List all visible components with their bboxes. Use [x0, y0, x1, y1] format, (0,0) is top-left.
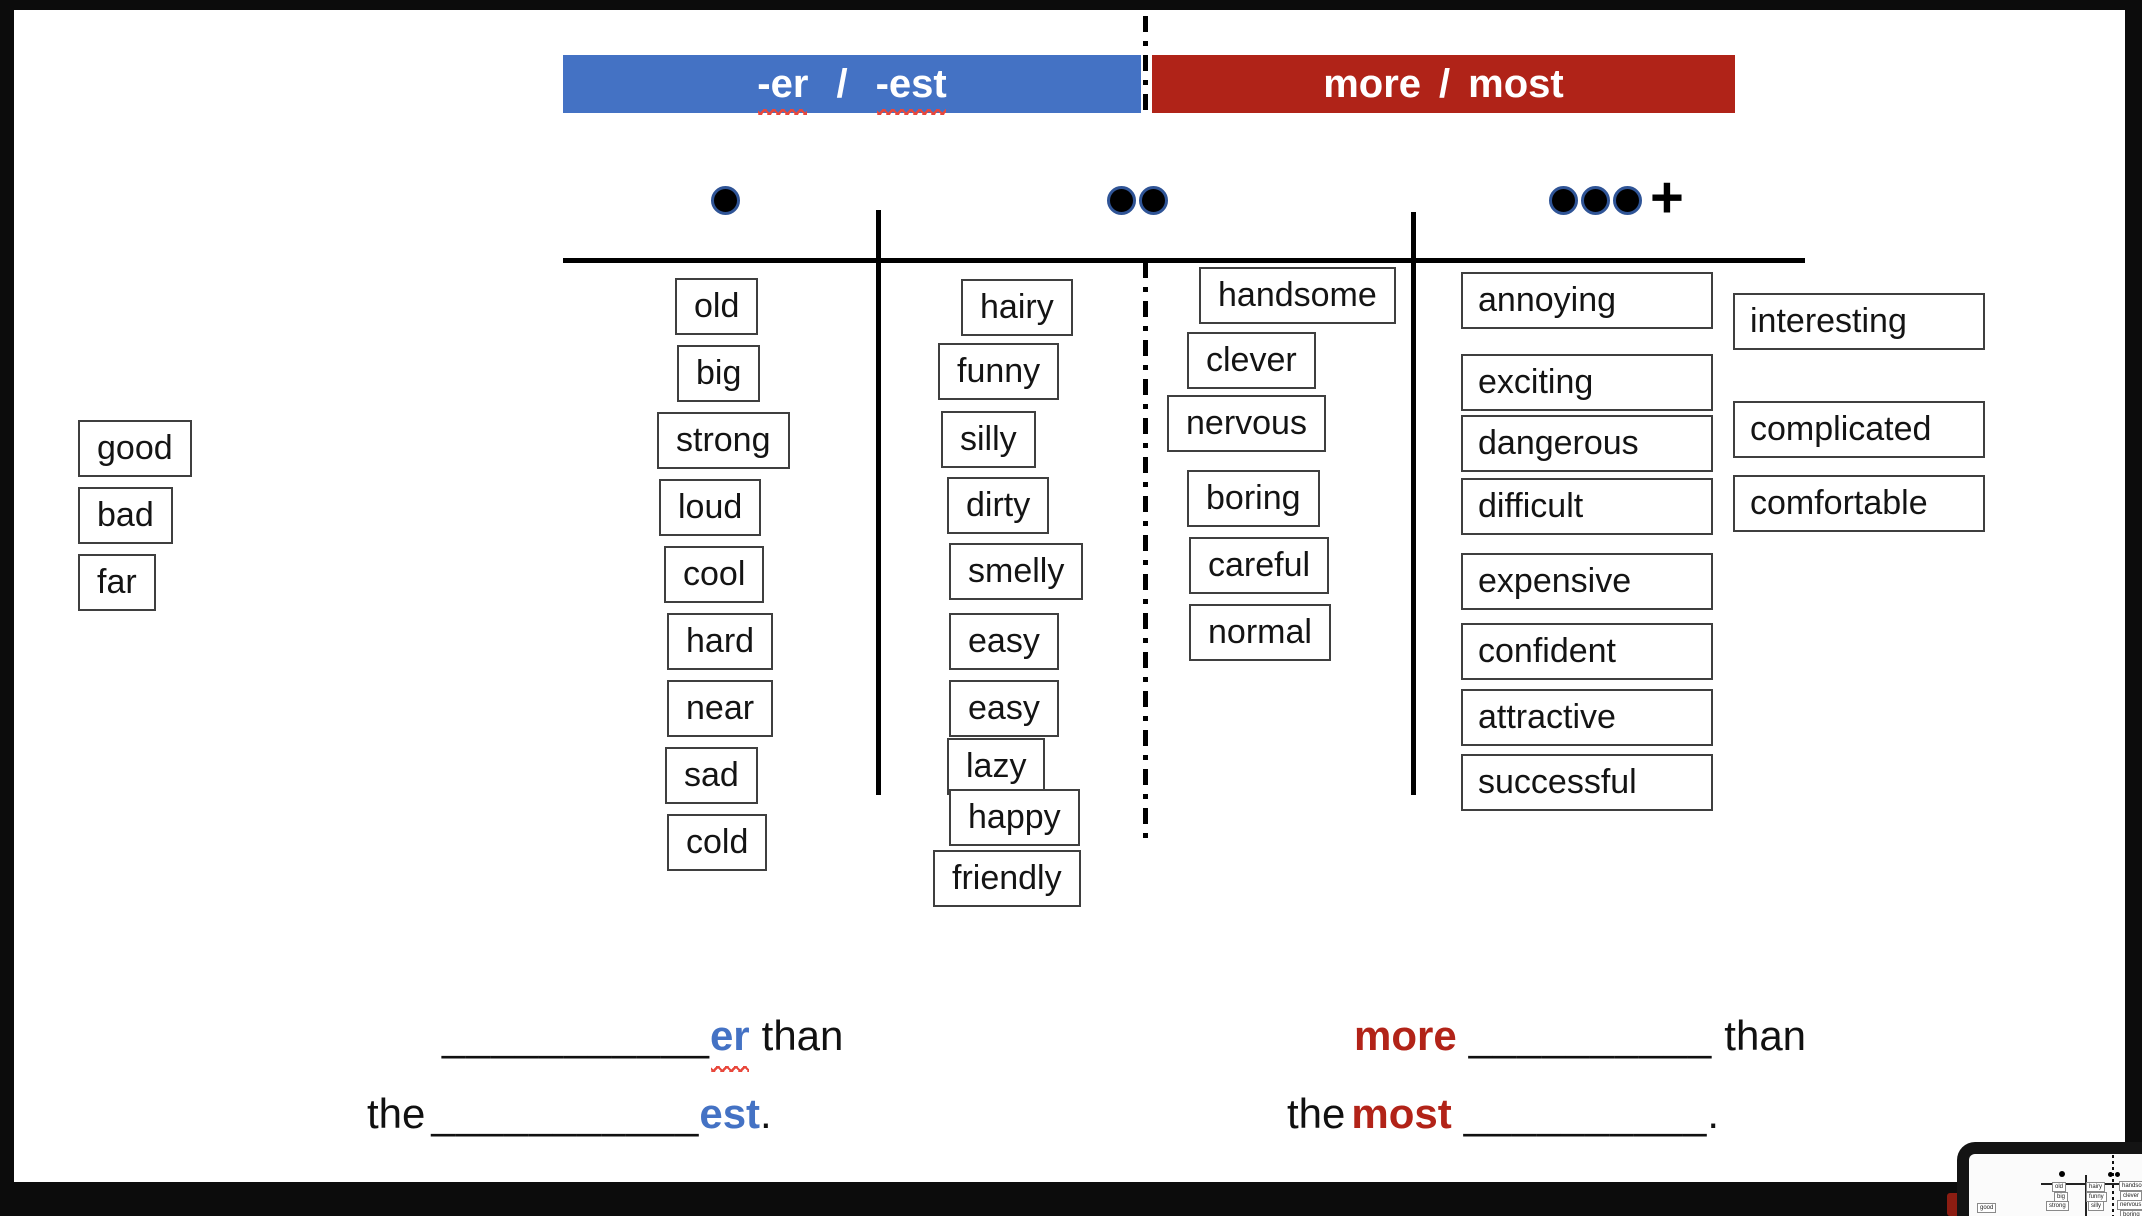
vertical-divider-right	[1411, 212, 1416, 795]
word-card[interactable]: clever	[1187, 332, 1316, 389]
header-er-est: -er / -est	[563, 55, 1141, 115]
column-one-syllable: old big strong loud cool hard near sad cold	[650, 278, 790, 871]
most-word: most	[1351, 1090, 1452, 1137]
word-card[interactable]: funny	[938, 343, 1060, 400]
fill-blank: __________	[1463, 1090, 1708, 1137]
vertical-divider-left	[876, 210, 881, 795]
word-card[interactable]: normal	[1189, 604, 1331, 661]
word-card[interactable]: boring	[1187, 470, 1320, 527]
word-card[interactable]: silly	[941, 411, 1036, 468]
syllable-dot-icon	[711, 186, 740, 215]
est-suffix: est	[699, 1090, 761, 1137]
column-irregular-words: good bad far	[78, 420, 192, 611]
column-three-plus-syllable: annoying exciting dangerous difficult expens…	[1461, 272, 1713, 811]
word-card[interactable]: friendly	[933, 850, 1081, 907]
syllable-dot-icon	[1107, 186, 1136, 215]
syllable-dot-icon	[1581, 186, 1610, 215]
word-card[interactable]: dangerous	[1461, 415, 1713, 472]
word-card[interactable]: easy	[949, 680, 1059, 737]
header-slash: /	[1439, 61, 1451, 106]
sentence-superlative-most: the most __________.	[1287, 1086, 1719, 1142]
column-two-syllable-more: handsome clever nervous boring careful normal	[1163, 267, 1396, 661]
word-card[interactable]: confident	[1461, 623, 1713, 680]
word-card[interactable]: hard	[667, 613, 774, 670]
header-more-label: more	[1323, 61, 1422, 106]
word-card[interactable]: cold	[667, 814, 768, 871]
three-syllable-dots	[1549, 186, 1642, 215]
header-more-most: more / most	[1152, 55, 1735, 113]
word-card[interactable]: smelly	[949, 543, 1084, 600]
fill-blank: __________	[1468, 1012, 1713, 1059]
plus-sign: +	[1650, 165, 1684, 230]
the-word: the	[1287, 1090, 1346, 1137]
word-card[interactable]: sad	[665, 747, 758, 804]
period: .	[1707, 1090, 1720, 1137]
word-card[interactable]: bad	[78, 487, 173, 544]
word-card[interactable]: attractive	[1461, 689, 1713, 746]
syllable-dot-icon	[1139, 186, 1168, 215]
than-word: than	[1724, 1012, 1807, 1059]
the-word: the	[367, 1090, 426, 1137]
word-card[interactable]: complicated	[1733, 401, 1985, 458]
fill-blank: ___________	[431, 1090, 700, 1137]
more-word: more	[1354, 1012, 1457, 1059]
word-card[interactable]: successful	[1461, 754, 1713, 811]
word-card[interactable]: happy	[949, 789, 1080, 846]
horizontal-rule	[563, 258, 1805, 263]
word-card[interactable]: expensive	[1461, 553, 1713, 610]
fill-blank: ___________	[442, 1012, 710, 1059]
word-card[interactable]: easy	[949, 613, 1059, 670]
one-syllable-dots	[711, 186, 740, 215]
preview-slide-screen	[1969, 1154, 2142, 1216]
header-er-label: -er	[757, 61, 809, 115]
word-card[interactable]: hairy	[961, 279, 1073, 336]
word-card[interactable]: strong	[657, 412, 790, 469]
word-card[interactable]: exciting	[1461, 354, 1713, 411]
header-slash: /	[836, 61, 848, 106]
word-card[interactable]: near	[667, 680, 774, 737]
header-most-label: most	[1468, 61, 1564, 106]
word-card[interactable]: loud	[659, 479, 762, 536]
syllable-dot-icon	[1613, 186, 1642, 215]
er-suffix: er	[710, 1008, 750, 1072]
word-card[interactable]: dirty	[947, 477, 1050, 534]
word-card[interactable]: lazy	[947, 738, 1046, 795]
two-syllable-dots	[1107, 186, 1168, 215]
word-card[interactable]: big	[677, 345, 761, 402]
syllable-dot-icon	[1549, 186, 1578, 215]
header-est-label: -est	[875, 61, 947, 115]
dashed-divider-middle	[1143, 262, 1148, 847]
word-card[interactable]: interesting	[1733, 293, 1985, 350]
column-two-syllable-er: hairy funny silly dirty smelly easy easy lazy ha…	[928, 279, 1084, 907]
word-card[interactable]: difficult	[1461, 478, 1713, 535]
word-card[interactable]: far	[78, 554, 156, 611]
word-card[interactable]: nervous	[1167, 395, 1326, 452]
word-card[interactable]: comfortable	[1733, 475, 1985, 532]
sentence-comparative-er: ___________er than	[442, 1008, 844, 1072]
sentence-comparative-more: more __________ than	[1354, 1008, 1806, 1064]
sentence-superlative-est: the ___________est.	[367, 1086, 772, 1142]
word-card[interactable]: old	[675, 278, 759, 335]
word-card[interactable]: cool	[664, 546, 765, 603]
word-card[interactable]: handsome	[1199, 267, 1396, 324]
dashed-divider-top	[1143, 16, 1148, 116]
word-card[interactable]: annoying	[1461, 272, 1713, 329]
word-card[interactable]: careful	[1189, 537, 1330, 594]
period: .	[760, 1090, 772, 1137]
word-card[interactable]: good	[78, 420, 192, 477]
than-word: than	[761, 1012, 844, 1059]
column-three-plus-syllable-extra: interesting complicated comfortable	[1733, 293, 1985, 532]
